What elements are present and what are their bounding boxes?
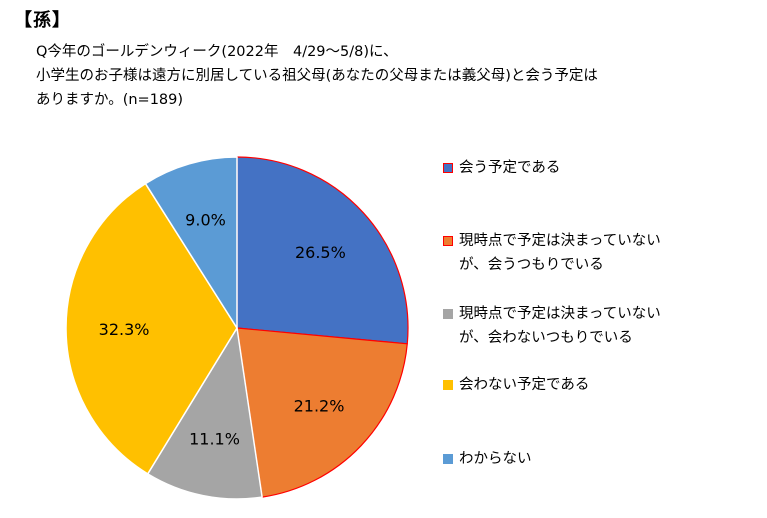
question-text: Q今年のゴールデンウィーク(2022年 4/29～5/8)に、 小学生のお子様は… [36,40,598,112]
data-label-4: 32.3% [99,320,150,339]
question-line: Q今年のゴールデンウィーク(2022年 4/29～5/8)に、 [36,44,398,60]
legend-label-line: 現時点で予定は決まっていない [459,306,661,322]
legend-label-line: が、会わないつもりでいる [459,330,633,346]
pie-slice-3 [146,327,263,500]
legend-label: 現時点で予定は決まっていない が、会わないつもりでいる [459,302,661,350]
legend-swatch [443,309,453,319]
legend-label-line: 会わない予定である [459,377,590,393]
section-tag: 【孫】 [14,10,71,31]
question-line: 小学生のお子様は遠方に別居している祖父母(あなたの父母または義父母)と会う予定は [36,68,598,84]
legend-label: 会わない予定である [459,373,589,397]
legend-label-line: 現時点で予定は決まっていない [459,233,661,249]
pie-slice-5 [144,156,238,329]
pie-slice-2 [236,327,408,498]
legend-label-line: が、会うつもりでいる [459,257,604,273]
legend-swatch [443,163,453,173]
legend-label: わからない [459,447,532,471]
legend-label-line: 会う予定である [459,160,561,176]
data-label-3: 11.1% [189,430,240,449]
legend-swatch [443,454,453,464]
data-label-5: 9.0% [185,211,226,230]
legend-swatch [443,380,453,390]
legend-swatch [443,236,453,246]
legend-label-line: わからない [459,451,532,467]
data-label-1: 26.5% [295,243,346,262]
pie-slice-4 [65,182,238,475]
data-label-2: 21.2% [294,397,345,416]
legend-label: 現時点で予定は決まっていない が、会うつもりでいる [459,229,661,277]
question-line: ありますか。(n=189) [36,92,184,108]
pie-slice-1 [236,156,409,345]
legend-label: 会う予定である [459,156,560,180]
